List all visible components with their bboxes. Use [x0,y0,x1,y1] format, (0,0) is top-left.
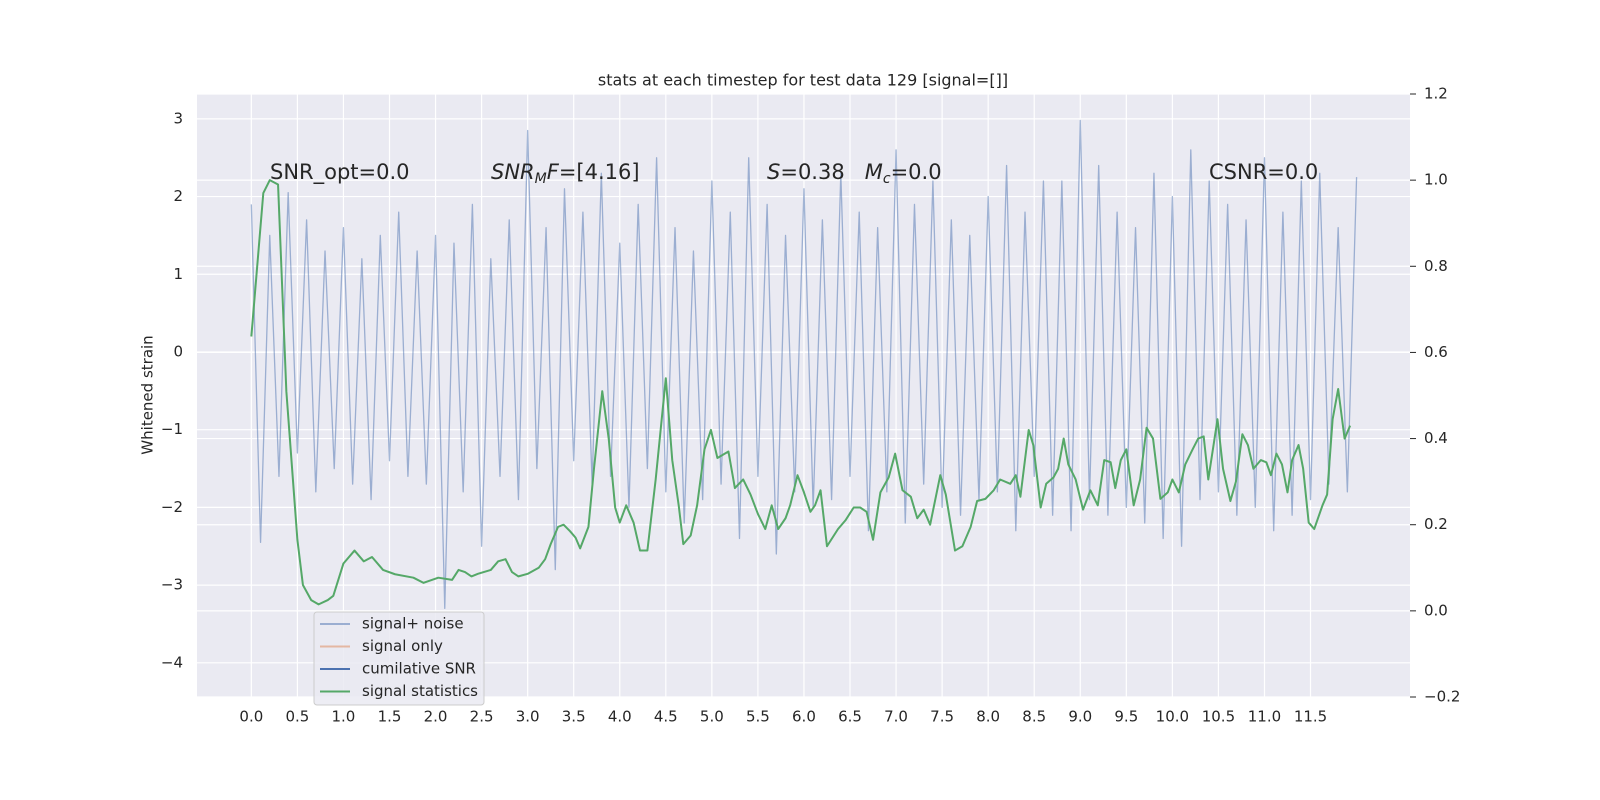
x-tick-label: 0.5 [285,708,309,726]
series-line [250,119,1358,610]
x-tick-label: 9.5 [1114,708,1138,726]
x-tick-label: 4.5 [654,708,678,726]
y2-tick-label: 1.2 [1424,85,1448,103]
annotation-part: CSNR=0.0 [1209,160,1318,184]
annotation-part: =[4.16] [559,160,640,184]
annotation: SNR_opt=0.0 [270,160,410,185]
y2-tick-label: 0.8 [1424,257,1448,275]
annotation-part: M [535,171,547,187]
annotation-part: F [547,160,560,184]
legend-label: signal only [362,637,443,655]
x-tick-label: 6.5 [838,708,862,726]
annotation: S=0.38 Mc=0.0 [767,160,942,187]
y2-tick-label: 0.0 [1424,601,1448,619]
x-tick-label: 9.0 [1068,708,1092,726]
x-tick-label: 7.5 [930,708,954,726]
chart-title: stats at each timestep for test data 129… [598,71,1008,90]
annotation-part: SNR_opt=0.0 [270,160,410,185]
legend-label: signal+ noise [362,615,464,633]
y-tick-label: 1 [173,265,183,283]
y-tick-label: 2 [173,187,183,205]
series-line [250,179,1352,606]
x-tick-label: 5.0 [700,708,724,726]
x-tick-label: 11.0 [1248,708,1281,726]
y-tick-label: 3 [173,109,183,127]
y-tick-label: 0 [173,342,183,360]
x-tick-label: 1.5 [378,708,402,726]
annotation-part: =0.38 [780,160,864,184]
annotation: SNRMF=[4.16] [491,160,640,187]
annotation-part: M [865,160,883,184]
annotation-part: SNR [491,160,535,184]
x-tick-label: 2.0 [424,708,448,726]
y-tick-label: −4 [161,653,183,671]
y-tick-label: −3 [161,576,183,594]
y-tick-label: −2 [161,498,183,516]
x-tick-label: 8.0 [976,708,1000,726]
y2-tick-label: 0.6 [1424,343,1448,361]
x-tick-label: 11.5 [1294,708,1327,726]
x-tick-label: 0.0 [239,708,263,726]
x-tick-label: 7.0 [884,708,908,726]
x-tick-label: 8.5 [1022,708,1046,726]
annotation-part: c [883,171,891,187]
x-tick-label: 3.5 [562,708,586,726]
x-tick-label: 3.0 [516,708,540,726]
legend-label: signal statistics [362,682,478,700]
annotation: CSNR=0.0 [1209,160,1318,184]
x-tick-label: 5.5 [746,708,770,726]
x-tick-label: 1.0 [332,708,356,726]
x-tick-label: 4.0 [608,708,632,726]
y2-tick-label: −0.2 [1424,688,1460,706]
y-axis-label: Whitened strain [139,335,157,454]
legend-label: cumilative SNR [362,660,476,678]
y2-tick-label: 0.4 [1424,429,1448,447]
x-tick-label: 10.5 [1202,708,1235,726]
y2-tick-label: 0.2 [1424,515,1448,533]
y2-tick-label: 1.0 [1424,171,1448,189]
annotation-part: =0.0 [891,160,942,184]
annotation-part: S [767,160,780,184]
x-tick-label: 6.0 [792,708,816,726]
legend-box [313,611,485,706]
x-tick-label: 2.5 [470,708,494,726]
y-tick-label: −1 [161,420,183,438]
x-tick-label: 10.0 [1156,708,1189,726]
